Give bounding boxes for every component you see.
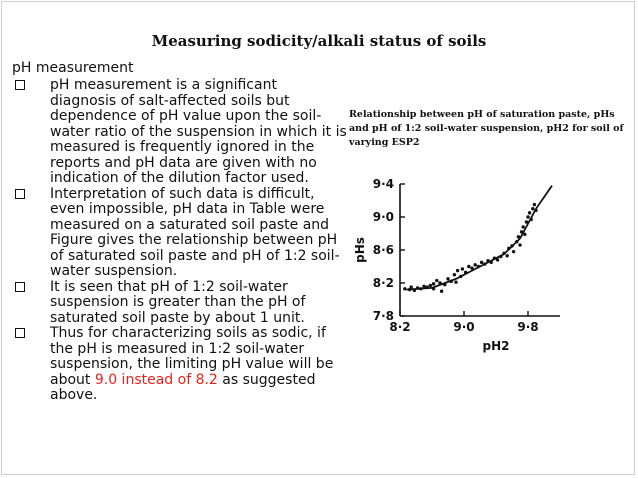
data-point bbox=[483, 262, 487, 266]
highlighted-value: 9.0 instead of 8.2 bbox=[94, 371, 218, 388]
checkbox-bullet-icon bbox=[15, 281, 25, 292]
data-point bbox=[452, 273, 457, 277]
x-tick-label: 8·2 bbox=[389, 320, 410, 334]
y-tick-label: 9·0 bbox=[373, 210, 394, 224]
bullet-text: pH measurement is a significant diagnosi… bbox=[50, 77, 347, 186]
checkbox-bullet-icon bbox=[15, 80, 25, 90]
data-point bbox=[529, 217, 533, 222]
figure-caption: Relationship between pH of saturation pa… bbox=[349, 109, 624, 148]
section-heading: pH measurement bbox=[12, 60, 134, 76]
data-point bbox=[467, 264, 471, 269]
bullet-item: pH measurement is a significant diagnosi… bbox=[12, 77, 347, 187]
x-axis-title: pH2 bbox=[483, 339, 510, 353]
data-point bbox=[515, 240, 519, 244]
data-point bbox=[438, 281, 442, 285]
bullet-item: Thus for characterizing soils as sodic, … bbox=[12, 325, 347, 404]
bullet-item: Interpretation of such data is difficult… bbox=[12, 185, 347, 280]
data-point bbox=[459, 274, 463, 279]
data-point bbox=[435, 278, 439, 283]
data-point bbox=[419, 287, 423, 291]
data-point bbox=[439, 289, 444, 293]
data-point bbox=[499, 254, 503, 259]
y-tick-label: 9·4 bbox=[373, 177, 394, 191]
data-point bbox=[518, 243, 522, 247]
data-point bbox=[507, 246, 511, 251]
data-point bbox=[479, 260, 484, 265]
data-point bbox=[505, 254, 509, 258]
data-point bbox=[511, 249, 516, 254]
data-point bbox=[470, 266, 474, 270]
bullet-text-before: Thus for characterizing soils as sodic, … bbox=[50, 325, 334, 388]
data-point bbox=[532, 202, 537, 207]
y-tick-label: 8·6 bbox=[373, 243, 394, 257]
data-point bbox=[534, 208, 538, 213]
data-point bbox=[428, 283, 433, 288]
data-point bbox=[510, 244, 514, 248]
data-point bbox=[407, 287, 412, 292]
chart-axes bbox=[399, 184, 560, 317]
data-point bbox=[524, 220, 529, 224]
data-point bbox=[486, 259, 490, 263]
data-point bbox=[473, 263, 477, 267]
y-axis-title: pHs bbox=[353, 237, 367, 263]
data-point bbox=[425, 285, 429, 289]
data-point bbox=[454, 280, 458, 284]
data-point bbox=[495, 258, 500, 262]
data-point bbox=[502, 251, 506, 255]
data-point bbox=[463, 270, 468, 274]
checkbox-bullet-icon bbox=[15, 188, 25, 199]
data-point bbox=[460, 267, 465, 271]
data-point bbox=[455, 268, 460, 273]
bullet-list: pH measurement is a significant diagnosi… bbox=[12, 77, 347, 404]
y-tick-label: 8·2 bbox=[373, 276, 394, 290]
chart-ticks: 7·88·28·69·09·48·2 9·0 9·8 bbox=[373, 177, 539, 334]
bullet-item: It is seen that pH of 1:2 soil-water sus… bbox=[12, 278, 347, 327]
data-point bbox=[492, 256, 497, 260]
data-points bbox=[403, 202, 538, 293]
chart-labels: pH2 pHs bbox=[353, 237, 509, 353]
data-point bbox=[523, 232, 527, 237]
data-point bbox=[519, 230, 524, 234]
data-point bbox=[527, 211, 532, 215]
trend-line bbox=[406, 185, 553, 291]
data-point bbox=[431, 282, 436, 286]
data-point bbox=[476, 264, 481, 269]
data-point bbox=[449, 279, 453, 284]
checkbox-bullet-icon bbox=[15, 328, 25, 338]
data-point bbox=[531, 207, 535, 211]
data-point bbox=[489, 260, 493, 265]
bullet-text-after: as suggested above. bbox=[50, 371, 316, 403]
data-point bbox=[409, 285, 413, 289]
x-tick-label: 9·0 bbox=[453, 320, 474, 334]
data-point bbox=[431, 287, 436, 291]
x-tick-label: 9·8 bbox=[517, 320, 538, 334]
trend-curve bbox=[406, 185, 553, 291]
data-point bbox=[415, 286, 420, 290]
data-point bbox=[443, 282, 447, 287]
data-point bbox=[521, 225, 525, 229]
data-point bbox=[446, 277, 450, 281]
bullet-text: It is seen that pH of 1:2 soil-water sus… bbox=[50, 278, 306, 326]
bullet-text: Interpretation of such data is difficult… bbox=[50, 185, 340, 279]
data-point bbox=[526, 215, 530, 219]
slide-title: Measuring sodicity/alkali status of soil… bbox=[151, 32, 487, 50]
data-point bbox=[516, 235, 521, 239]
data-point bbox=[403, 287, 407, 291]
data-point bbox=[422, 284, 426, 288]
y-tick-label: 7·8 bbox=[373, 309, 394, 323]
data-point bbox=[412, 288, 417, 293]
